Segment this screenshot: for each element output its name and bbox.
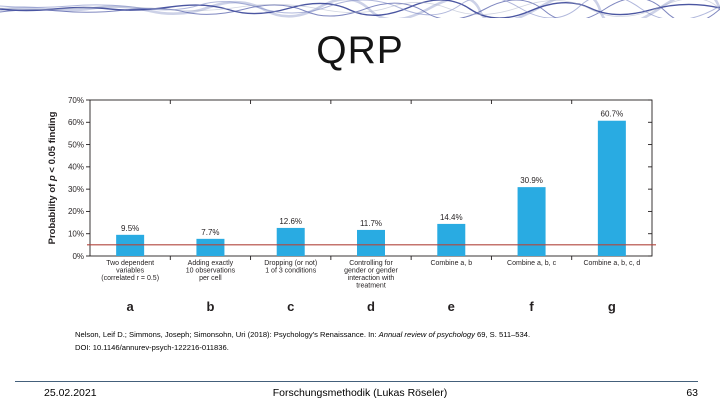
bar bbox=[276, 227, 305, 256]
bar-value-label: 60.7% bbox=[601, 110, 624, 119]
bar bbox=[116, 234, 145, 256]
category-label: Combine a, b, c, d bbox=[583, 260, 640, 267]
citation-pages: 69, S. 511–534. bbox=[474, 330, 531, 339]
y-tick-label: 40% bbox=[68, 163, 84, 172]
bar-value-label: 9.5% bbox=[121, 224, 139, 233]
category-label: Adding exactly 10 observations per cell bbox=[186, 260, 236, 282]
category-letter: b bbox=[206, 299, 214, 314]
category-letter: e bbox=[448, 299, 455, 314]
category-letter: a bbox=[127, 299, 135, 314]
category-letter: d bbox=[367, 299, 375, 314]
category-letter: g bbox=[608, 299, 616, 314]
category-label: Two dependent variables (correlated r = 0.… bbox=[101, 260, 159, 282]
bar bbox=[196, 238, 225, 256]
citation-line-1: Nelson, Leif D.; Simmons, Joseph; Simons… bbox=[75, 328, 655, 341]
y-tick-label: 60% bbox=[68, 118, 84, 127]
citation-doi: DOI: 10.1146/annurev-psych-122216-011836… bbox=[75, 343, 229, 352]
citation: Nelson, Leif D.; Simmons, Joseph; Simons… bbox=[75, 328, 655, 354]
citation-journal: Annual review of psychology bbox=[378, 330, 475, 339]
category-label: Combine a, b bbox=[430, 260, 472, 267]
bar-value-label: 30.9% bbox=[520, 176, 543, 185]
footer-page-number: 63 bbox=[686, 387, 698, 399]
y-tick-label: 30% bbox=[68, 185, 84, 194]
bar-value-label: 11.7% bbox=[360, 219, 382, 228]
y-tick-label: 70% bbox=[68, 96, 84, 105]
y-tick-label: 50% bbox=[68, 140, 84, 149]
category-label: Controlling for gender or gender interacti… bbox=[344, 260, 398, 290]
slide-title: QRP bbox=[316, 29, 404, 72]
bar bbox=[517, 187, 546, 256]
y-axis-title: Probability of p < 0.05 finding bbox=[47, 111, 58, 244]
category-label: Dropping (or not) 1 of 3 conditions bbox=[264, 260, 317, 275]
y-tick-label: 20% bbox=[68, 207, 84, 216]
category-label: Combine a, b, c bbox=[507, 260, 557, 267]
footer-course-name: Forschungsmethodik (Lukas Röseler) bbox=[272, 387, 448, 399]
category-letter: c bbox=[287, 299, 294, 314]
decorative-wave-border bbox=[0, 0, 720, 18]
citation-authors: Nelson, Leif D.; Simmons, Joseph; Simons… bbox=[75, 330, 379, 339]
category-letter: f bbox=[529, 299, 534, 314]
bar-value-label: 12.6% bbox=[279, 217, 302, 226]
footer-divider bbox=[15, 381, 698, 382]
bar-value-label: 7.7% bbox=[201, 228, 219, 237]
bar-value-label: 14.4% bbox=[440, 213, 463, 222]
y-tick-label: 10% bbox=[68, 230, 84, 239]
y-tick-label: 0% bbox=[72, 252, 84, 261]
footer-date: 25.02.2021 bbox=[44, 387, 97, 399]
bar bbox=[357, 229, 385, 256]
bar bbox=[437, 223, 466, 256]
bar bbox=[597, 120, 626, 257]
